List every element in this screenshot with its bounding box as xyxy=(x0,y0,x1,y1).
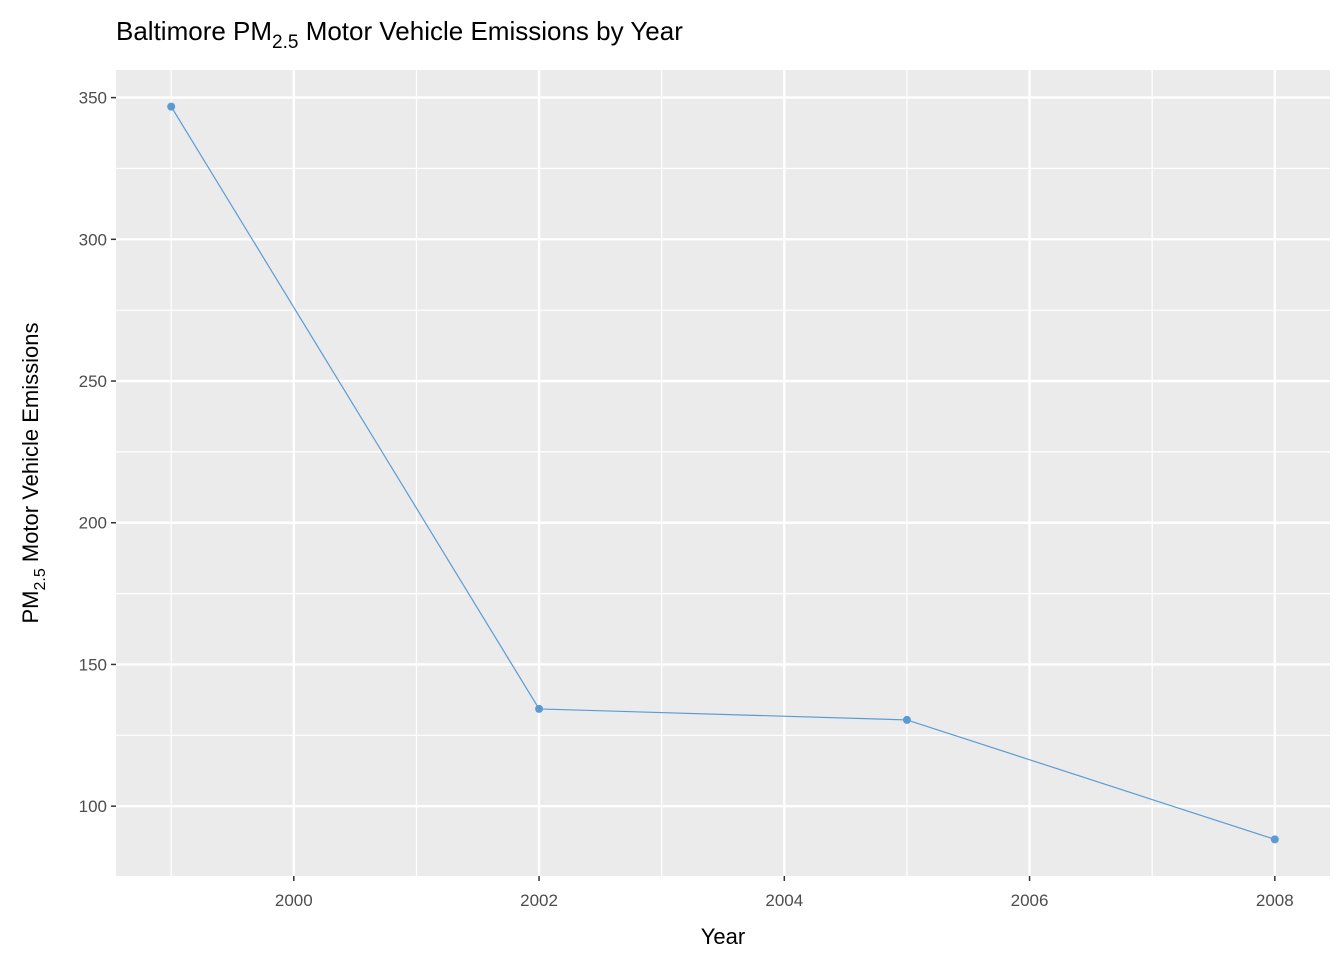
y-tick-label: 250 xyxy=(79,372,107,391)
y-axis-title: PM2.5 Motor Vehicle Emissions xyxy=(18,322,49,623)
points-layer xyxy=(167,102,1279,844)
x-axis-title: Year xyxy=(701,924,745,949)
y-tick-label: 300 xyxy=(79,230,107,249)
chart-title-subscript: 2.5 xyxy=(272,32,298,53)
data-point xyxy=(1270,835,1279,844)
chart-title-suffix: Motor Vehicle Emissions by Year xyxy=(298,16,683,46)
chart-title-prefix: Baltimore PM xyxy=(116,16,272,46)
axis-ticks xyxy=(111,96,1276,881)
series-line xyxy=(170,106,1276,840)
x-tick-label: 2000 xyxy=(275,891,313,910)
plot-panel xyxy=(116,70,1330,876)
major-gridlines xyxy=(116,70,1330,876)
x-tick-label: 2008 xyxy=(1256,891,1294,910)
y-tick-label: 150 xyxy=(79,655,107,674)
y-axis-title-prefix: PM xyxy=(18,591,43,624)
minor-gridlines xyxy=(116,70,1330,876)
x-tick-label: 2004 xyxy=(765,891,803,910)
y-tick-labels: 100 150 200 250 300 350 xyxy=(79,89,107,817)
y-tick-label: 100 xyxy=(79,797,107,816)
chart-title: Baltimore PM2.5 Motor Vehicle Emissions … xyxy=(116,16,683,53)
x-tick-label: 2006 xyxy=(1011,891,1049,910)
y-axis-title-subscript: 2.5 xyxy=(32,568,49,590)
data-point xyxy=(902,715,911,724)
x-tick-labels: 2000 2002 2004 2006 2008 xyxy=(275,891,1294,910)
data-point xyxy=(535,704,544,713)
x-tick-label: 2002 xyxy=(520,891,558,910)
y-tick-label: 350 xyxy=(79,89,107,108)
y-axis-title-suffix: Motor Vehicle Emissions xyxy=(18,322,43,568)
y-tick-label: 200 xyxy=(79,514,107,533)
series-layer xyxy=(170,106,1276,840)
data-point xyxy=(167,102,176,111)
